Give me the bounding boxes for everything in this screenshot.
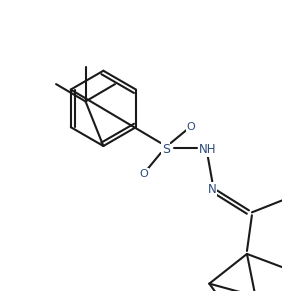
Text: NH: NH xyxy=(199,143,216,156)
Text: O: O xyxy=(186,122,195,132)
Text: S: S xyxy=(162,143,170,156)
Text: N: N xyxy=(208,182,217,196)
Text: O: O xyxy=(140,169,148,179)
